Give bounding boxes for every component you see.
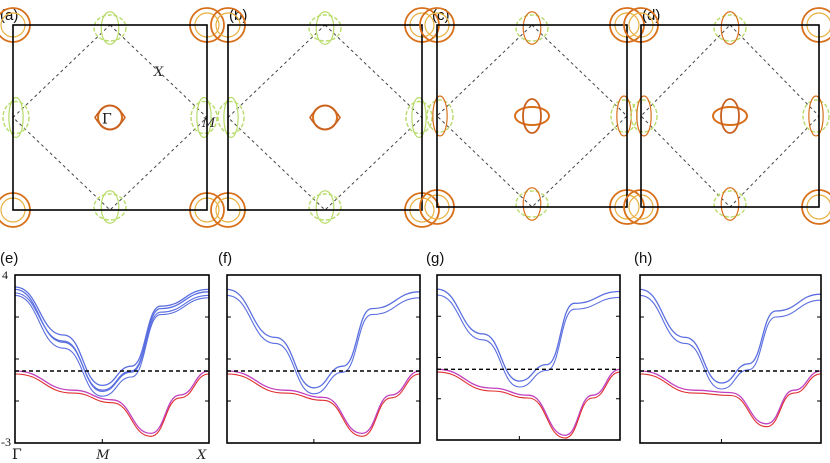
band-line-upper: [226, 288, 421, 389]
panel-frame: [436, 274, 621, 441]
fermi-pocket-light: [8, 96, 24, 139]
fermi-pocket-light: [515, 14, 549, 42]
fermi-pocket-center: [94, 104, 126, 131]
band-panel: (e)4 -3Γ M X: [0, 250, 210, 463]
x-tick-label: X: [196, 448, 207, 463]
band-line-upper: [436, 294, 621, 388]
fermi-surface-panel: (d): [623, 7, 830, 225]
fermi-pocket-light: [426, 99, 454, 133]
band-line-lower: [226, 370, 421, 435]
band-line-lower: [14, 370, 210, 435]
panel-label: (h): [634, 250, 652, 267]
fermi-pocket-light: [308, 193, 342, 221]
y-tick-label: 4: [2, 268, 8, 282]
fermi-pocket-light: [308, 14, 342, 42]
panel-frame: [639, 274, 822, 444]
band-line-lower: [436, 371, 621, 439]
band-line-upper: [639, 288, 822, 384]
fermi-pocket-light: [522, 187, 542, 221]
x-tick-label: Γ: [12, 447, 22, 463]
fermi-pocket-center: [514, 106, 550, 126]
band-line-upper: [14, 286, 210, 387]
band-line-upper: [436, 288, 621, 382]
panel-label: (b): [229, 7, 247, 24]
panel-frame: [640, 24, 820, 208]
band-line-upper: [639, 294, 822, 390]
fermi-pocket-light: [630, 99, 658, 133]
fermi-pocket-light: [713, 14, 747, 42]
panel-label: (a): [0, 7, 18, 24]
fermi-pocket-light: [713, 190, 747, 218]
band-line-lower: [639, 370, 822, 425]
fermi-pocket-light: [720, 187, 740, 221]
panel-label: (g): [426, 250, 444, 267]
panel-label: (c): [432, 7, 450, 24]
panel-frame: [227, 24, 423, 211]
band-panel: (h): [634, 250, 822, 444]
fermi-pocket-light: [100, 190, 120, 224]
brillouin-zone-dashed: [227, 24, 423, 211]
gamma-point-label: Γ: [102, 112, 112, 128]
fermi-pocket-light: [93, 14, 127, 42]
fermi-pocket-light: [432, 95, 448, 137]
fermi-surface-panels: (a) Γ X M (b) (c) (d): [0, 7, 830, 228]
fermi-pocket-light: [515, 190, 549, 218]
fermi-pocket-light: [808, 95, 824, 137]
fermi-pocket-light: [217, 100, 245, 135]
fermi-pocket-center: [309, 104, 341, 131]
fermi-pocket-light: [100, 11, 120, 45]
fermi-surface-panel: (c): [419, 7, 645, 225]
fermi-surface-panel: (b): [210, 7, 440, 228]
band-line-lower: [639, 373, 822, 428]
fermi-pocket-light: [93, 193, 127, 221]
band-panel: (g): [426, 250, 621, 441]
band-panel: (f): [218, 250, 421, 444]
band-line-upper: [226, 294, 421, 395]
fermi-pocket-light: [610, 99, 638, 133]
band-structure-panels: (e)4 -3Γ M X (f) (g) (h): [0, 250, 822, 463]
x-tick-label: M: [95, 448, 110, 463]
band-line-upper: [14, 288, 210, 391]
fermi-pocket-light: [223, 96, 239, 139]
panel-frame: [226, 274, 421, 444]
fermi-pocket-light: [196, 96, 212, 139]
fermi-pocket-light: [2, 100, 30, 135]
brillouin-zone-dashed: [12, 24, 208, 211]
fermi-pocket-light: [616, 95, 632, 137]
band-line-lower: [436, 368, 621, 436]
fermi-surface-panel: (a) Γ X M: [0, 7, 225, 228]
fermi-pocket-light: [411, 96, 427, 139]
band-line-upper: [14, 294, 210, 397]
panel-frame: [12, 24, 208, 211]
fermi-pocket-light: [190, 100, 218, 135]
brillouin-zone-dashed: [640, 24, 820, 208]
fermi-pocket-light: [315, 11, 335, 45]
band-line-lower: [14, 373, 210, 437]
panel-frame: [14, 274, 210, 444]
fermi-pocket-light: [720, 11, 740, 45]
panel-frame: [436, 24, 628, 208]
fermi-pocket-center: [522, 98, 542, 134]
fermi-pocket-light: [522, 11, 542, 45]
band-line-lower: [226, 373, 421, 437]
fermi-pocket-light: [636, 95, 652, 137]
panel-label: (e): [0, 250, 18, 267]
brillouin-zone-dashed: [436, 24, 628, 208]
band-line-upper: [14, 292, 210, 392]
m-point-label: M: [201, 116, 216, 131]
fermi-pocket-center: [712, 106, 748, 126]
fermi-pocket-light: [315, 190, 335, 224]
fermi-pocket-light: [405, 100, 433, 135]
y-tick-label: -3: [1, 435, 11, 449]
fermi-pocket-light: [802, 99, 830, 133]
panel-label: (f): [218, 250, 232, 267]
panel-label: (d): [642, 7, 660, 24]
fermi-pocket-center: [720, 98, 740, 134]
x-point-label: X: [153, 65, 164, 80]
